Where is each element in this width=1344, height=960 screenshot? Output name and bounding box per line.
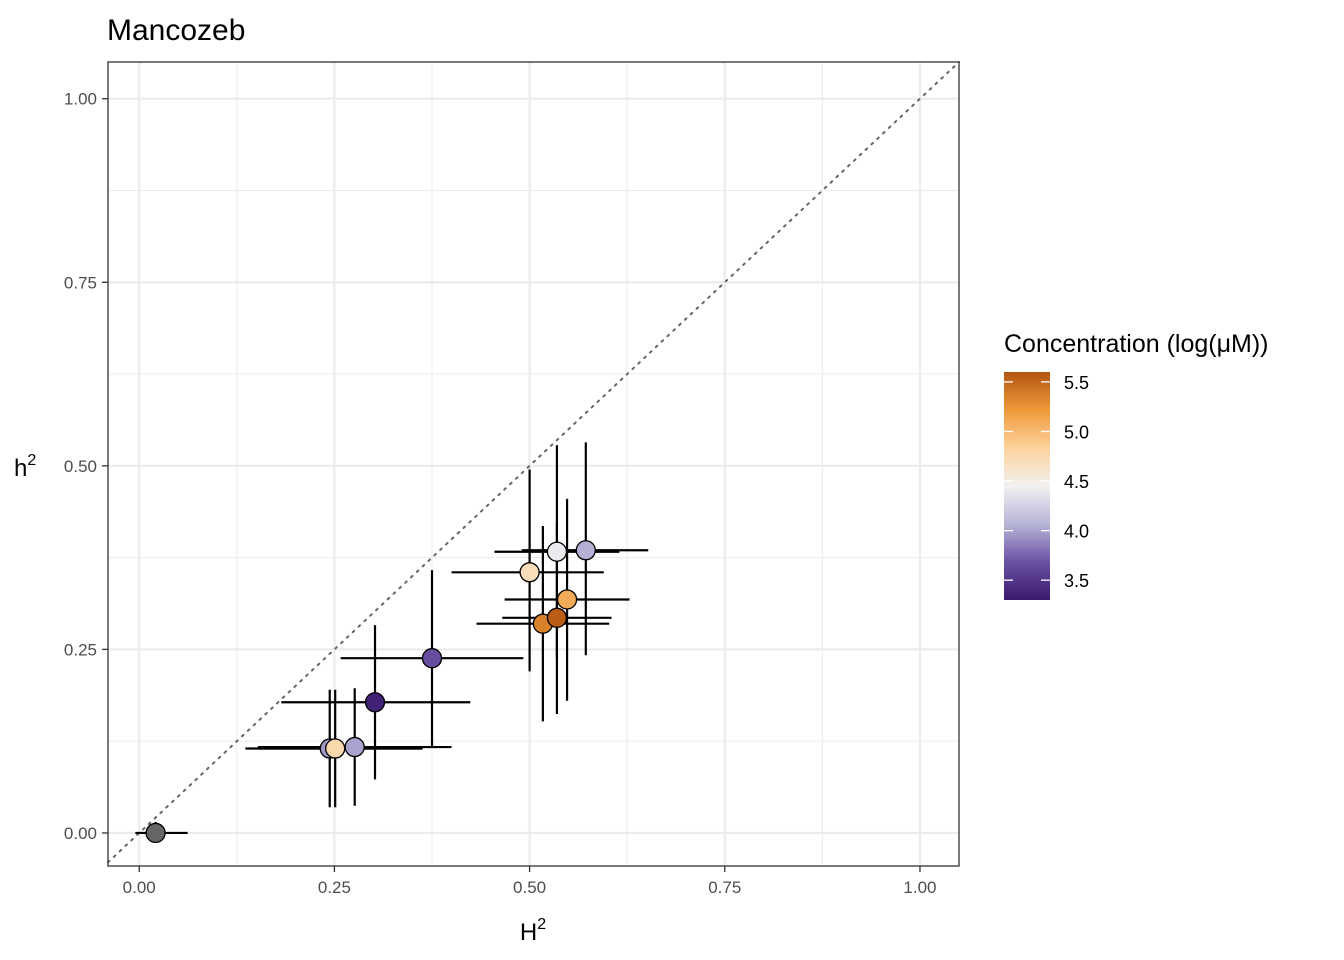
x-axis-title-superscript: 2: [537, 916, 546, 933]
y-tick-label: 0.25: [64, 640, 97, 659]
plot-panel-border: [107, 61, 960, 867]
legend-tick-label: 4.0: [1064, 522, 1089, 542]
data-point-0: [145, 822, 166, 844]
y-axis-title-base: h: [14, 455, 27, 482]
chart-title: Mancozeb: [107, 14, 245, 47]
plot-background: [108, 62, 959, 866]
data-point-5: [421, 648, 443, 669]
legend-tick-label: 5.5: [1064, 373, 1089, 393]
y-tick-label: 0.50: [64, 457, 97, 476]
data-point-2: [325, 738, 346, 759]
y-tick-label: 0.75: [64, 273, 97, 292]
legend-tick-label: 4.5: [1064, 472, 1089, 492]
identity-reference-line: [107, 61, 960, 864]
y-tick-label: 1.00: [64, 90, 97, 109]
x-tick-label: 0.25: [318, 878, 351, 897]
legend-ticks: 3.5 4.0 4.5 5.0 5.5: [1004, 373, 1089, 591]
x-axis-title: H2: [520, 916, 546, 946]
y-axis-title: h2: [14, 452, 36, 482]
data-point-8: [575, 540, 596, 561]
x-tick-label: 0.00: [123, 878, 156, 897]
y-tick-label: 0.00: [64, 824, 97, 843]
y-axis: 0.00 0.25 0.50 0.75 1.00: [64, 90, 108, 843]
x-axis-title-base: H: [520, 919, 537, 946]
x-tick-label: 0.75: [708, 878, 741, 897]
data-points: [145, 540, 596, 844]
x-tick-label: 0.50: [513, 878, 546, 897]
x-tick-label: 1.00: [903, 878, 936, 897]
data-point-6: [519, 562, 540, 583]
legend-title: Concentration (log(μM)): [1004, 330, 1269, 358]
data-point-11: [546, 607, 568, 628]
legend-tick-label: 5.0: [1064, 422, 1089, 442]
data-point-3: [344, 736, 365, 758]
grid-minor: [108, 62, 959, 866]
data-point-9: [556, 589, 578, 610]
legend-tick-label: 3.5: [1064, 571, 1089, 591]
x-axis: 0.00 0.25 0.50 0.75 1.00: [123, 866, 937, 897]
data-point-4: [364, 692, 386, 713]
legend-colorbar: [1004, 372, 1050, 600]
y-axis-title-superscript: 2: [27, 452, 36, 469]
data-point-7: [546, 541, 568, 562]
